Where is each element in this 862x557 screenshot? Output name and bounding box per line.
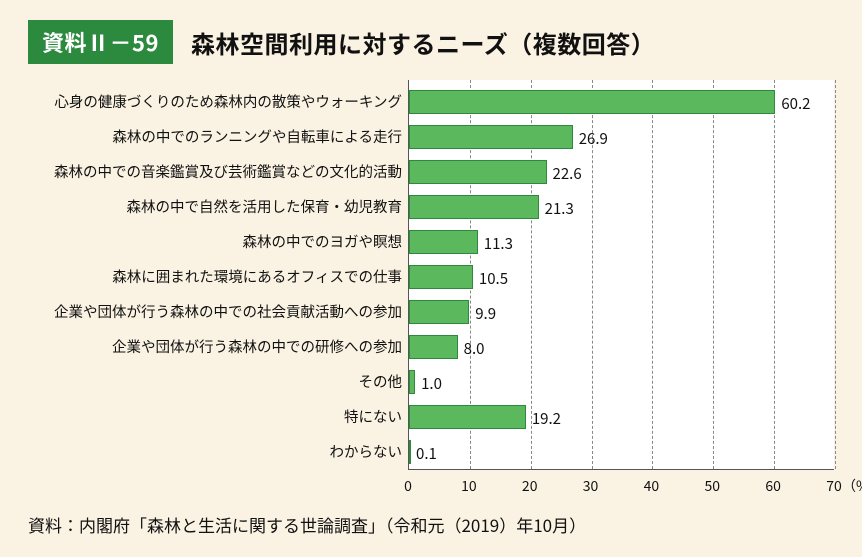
x-tick-label: 50	[705, 476, 721, 496]
bar	[409, 125, 573, 149]
plot-region: 60.2 26.9 22.6 21.3 11.3 10.5 9.9 8.0 1.0 19.2 0.1	[408, 80, 834, 470]
bar-label: 森林の中での音楽鑑賞及び芸術鑑賞などの文化的活動	[54, 161, 402, 182]
bar-value: 19.2	[532, 408, 561, 429]
bar-label: わからない	[330, 441, 403, 462]
bar-value: 21.3	[545, 198, 574, 219]
x-tick-label: 30	[583, 476, 599, 496]
bar-label: 森林に囲まれた環境にあるオフィスでの仕事	[112, 266, 402, 287]
source-note: 資料：内閣府「森林と生活に関する世論調査」（令和元（2019）年10月）	[28, 512, 586, 537]
badge: 資料Ⅱ－59	[28, 20, 173, 64]
gridline	[835, 80, 836, 469]
x-tick-label: 60	[765, 476, 781, 496]
bar-row: わからない	[28, 434, 408, 468]
bar	[409, 195, 539, 219]
bar-label: 森林の中で自然を活用した保育・幼児教育	[127, 196, 403, 217]
bar-row: 森林の中でのランニングや自転車による走行	[28, 119, 408, 153]
bar	[409, 370, 415, 394]
bar	[409, 405, 526, 429]
bar	[409, 90, 775, 114]
bar	[409, 440, 411, 464]
bar	[409, 300, 469, 324]
bar-label: 企業や団体が行う森林の中での研修への参加	[112, 336, 402, 357]
bar-row: 特にない	[28, 399, 408, 433]
header: 資料Ⅱ－59 森林空間利用に対するニーズ（複数回答）	[28, 20, 834, 64]
bar-value: 9.9	[475, 303, 496, 324]
gridline	[774, 80, 775, 469]
bar-row: 森林に囲まれた環境にあるオフィスでの仕事	[28, 259, 408, 293]
gridline	[713, 80, 714, 469]
bar-label: 心身の健康づくりのため森林内の散策やウォーキング	[54, 91, 402, 112]
x-tick-label: 40	[644, 476, 660, 496]
bar-row: 企業や団体が行う森林の中での社会貢献活動への参加	[28, 294, 408, 328]
bar-label: 企業や団体が行う森林の中での社会貢献活動への参加	[54, 301, 402, 322]
chart-area: 60.2 26.9 22.6 21.3 11.3 10.5 9.9 8.0 1.0 19.2 0.1…	[28, 80, 834, 498]
bar-row: 森林の中でのヨガや瞑想	[28, 224, 408, 258]
x-tick-label: 0	[404, 476, 412, 496]
bar-value: 22.6	[553, 163, 582, 184]
x-tick-label: 10	[461, 476, 477, 496]
bar-row: 森林の中で自然を活用した保育・幼児教育	[28, 189, 408, 223]
bar-label: 森林の中でのヨガや瞑想	[243, 231, 403, 252]
bar-row: 心身の健康づくりのため森林内の散策やウォーキング	[28, 84, 408, 118]
bar-value: 8.0	[464, 338, 485, 359]
bar-value: 0.1	[416, 443, 437, 464]
bar-row: 森林の中での音楽鑑賞及び芸術鑑賞などの文化的活動	[28, 154, 408, 188]
bar	[409, 160, 547, 184]
bar-row: 企業や団体が行う森林の中での研修への参加	[28, 329, 408, 363]
bar-label: その他	[359, 371, 403, 392]
bar	[409, 230, 478, 254]
bar-row: その他	[28, 364, 408, 398]
x-tick-label: 20	[522, 476, 538, 496]
gridline	[652, 80, 653, 469]
x-tick-label: 70	[826, 476, 842, 496]
bar-value: 10.5	[479, 268, 508, 289]
x-axis-unit: （%）	[842, 476, 862, 496]
bar-label: 森林の中でのランニングや自転車による走行	[112, 126, 402, 147]
bar	[409, 265, 473, 289]
bar-label: 特にない	[344, 406, 402, 427]
bar-value: 26.9	[579, 128, 608, 149]
bar-value: 60.2	[781, 93, 810, 114]
chart-title: 森林空間利用に対するニーズ（複数回答）	[191, 25, 655, 60]
bar-value: 1.0	[421, 373, 442, 394]
bar	[409, 335, 458, 359]
bar-value: 11.3	[484, 233, 513, 254]
